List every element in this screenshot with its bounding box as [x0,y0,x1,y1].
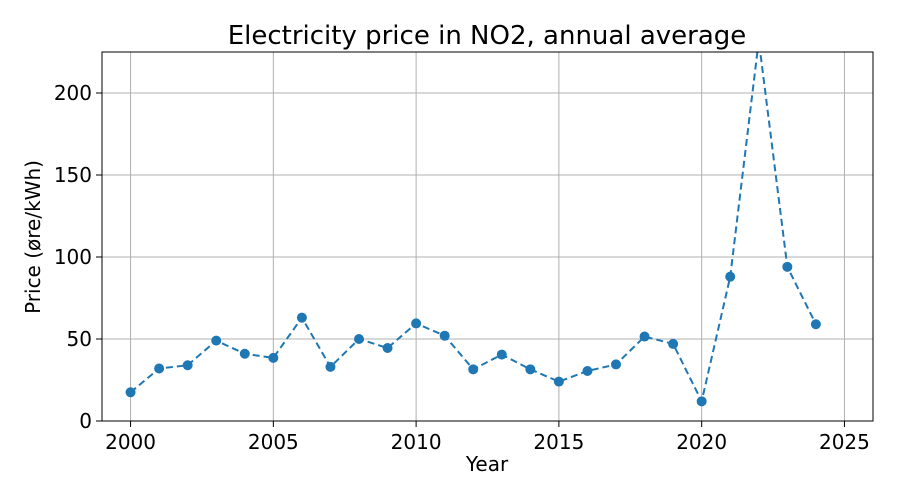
series-line [129,52,817,405]
x-tick-label: 2020 [676,430,727,454]
data-point [639,331,650,342]
data-point [125,387,136,398]
x-axis-label: Year [465,452,509,476]
data-point [354,334,364,344]
data-point [496,349,507,360]
y-axis-label: Price (øre/kWh) [21,160,45,314]
x-tick-label: 2015 [533,430,584,454]
data-point [782,261,793,272]
data-point [725,271,736,282]
data-point [668,338,679,349]
data-point [211,335,222,346]
y-tick-label: 100 [54,245,92,269]
data-point [525,364,536,375]
data-point [239,348,250,359]
data-point [182,360,193,371]
data-point [411,318,422,329]
grid-layer [102,52,873,422]
plot-frame [101,51,874,422]
chart-title: Electricity price in NO2, annual average [228,21,747,51]
y-tick-label: 50 [67,327,92,351]
data-point [154,363,165,374]
data-point [553,376,564,387]
x-tick-label: 2025 [819,430,870,454]
data-point [582,365,593,376]
data-point [754,36,764,46]
data-point [810,319,821,330]
x-tick-label: 2005 [248,430,299,454]
data-point [268,352,279,363]
data-point [325,361,336,372]
y-tick-label: 150 [54,163,92,187]
y-tick-label: 0 [79,409,92,433]
y-tick-label: 200 [54,81,92,105]
data-point [296,312,307,323]
x-tick-label: 2010 [391,430,442,454]
data-point [468,364,479,375]
data-point [611,359,621,370]
x-tick-label: 2000 [105,430,156,454]
tick-layer: 2000 2005 2010 2015 2020 2025 0 50 100 150 200 [54,81,870,454]
data-point [696,396,707,407]
data-point [439,330,450,341]
data-point [382,343,393,354]
data-layer [125,36,821,407]
